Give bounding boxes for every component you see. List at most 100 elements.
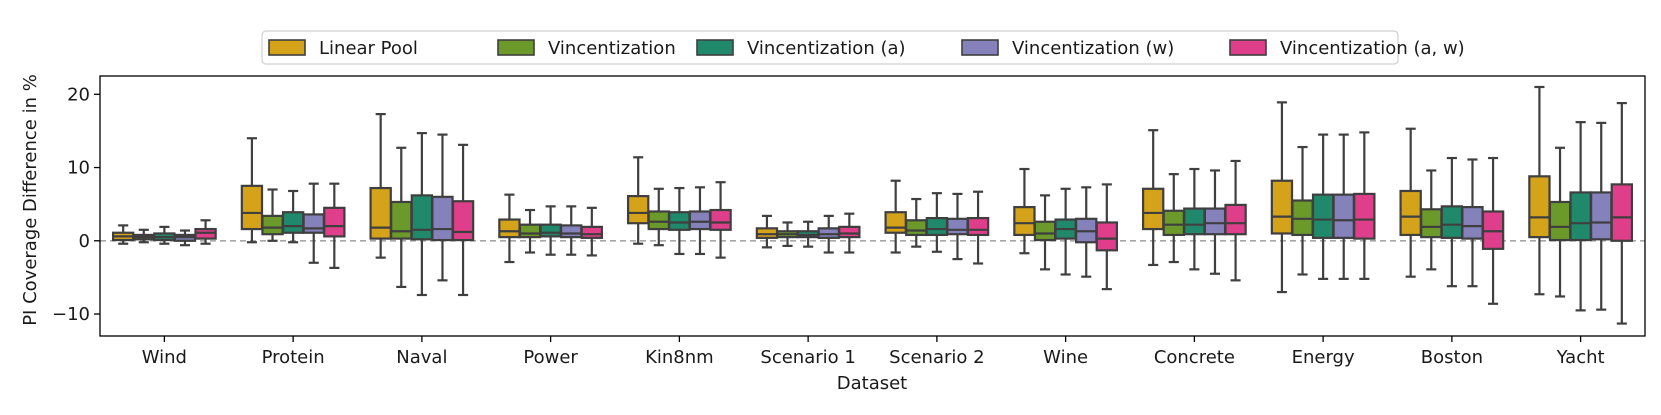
box-rect [1569, 191, 1592, 242]
legend-swatch [268, 39, 306, 56]
box-rect [838, 225, 861, 239]
box-7-3 [1075, 186, 1098, 278]
box-rect [1033, 220, 1057, 242]
box-rect [1095, 221, 1119, 252]
box-rect [1528, 175, 1551, 239]
box-9-4 [1353, 131, 1376, 280]
box-10-0 [1399, 127, 1422, 278]
box-rect [1548, 200, 1572, 242]
box-rect [390, 200, 413, 240]
box-6-4 [966, 190, 990, 265]
box-1-3 [302, 182, 325, 264]
box-4-3 [688, 186, 712, 256]
y-axis-label: PI Coverage Difference in % [20, 74, 41, 326]
box-10-2 [1440, 156, 1464, 288]
plot-frame [99, 75, 1646, 337]
category-group-energy [1270, 101, 1376, 294]
y-tick-label: −10 [52, 304, 90, 325]
x-tick-label: Concrete [1154, 347, 1235, 368]
legend-label: Vincentization [548, 38, 676, 59]
box-6-0 [884, 179, 907, 254]
box-9-3 [1332, 133, 1355, 280]
box-4-1 [647, 187, 670, 247]
box-3-1 [518, 208, 542, 254]
box-rect [626, 195, 650, 225]
x-tick-label: Protein [262, 347, 325, 368]
box-3-4 [580, 206, 604, 257]
box-6-3 [946, 192, 969, 261]
box-9-1 [1291, 145, 1314, 276]
box-rect [1420, 208, 1443, 239]
box-5-1 [776, 221, 799, 248]
category-group-boston [1399, 127, 1505, 305]
box-2-3 [431, 133, 454, 282]
box-11-0 [1528, 85, 1551, 296]
category-group-wind [111, 219, 217, 247]
legend-label: Vincentization (a, w) [1280, 38, 1465, 59]
box-10-1 [1420, 169, 1443, 271]
box-4-4 [709, 181, 732, 259]
box-6-2 [925, 192, 949, 253]
box-1-2 [281, 189, 305, 244]
box-rect [1311, 193, 1335, 239]
x-tick-label: Scenario 2 [889, 347, 984, 368]
box-7-4 [1095, 183, 1119, 291]
box-0-0 [111, 224, 135, 245]
box-5-0 [755, 214, 779, 249]
category-group-scenario-2 [884, 179, 990, 265]
box-11-1 [1548, 146, 1572, 298]
box-0-3 [173, 229, 197, 247]
x-tick-label: Energy [1292, 347, 1355, 368]
box-rect [369, 186, 392, 240]
legend-swatch [497, 39, 535, 56]
category-group-power [498, 193, 604, 264]
box-rect [1013, 205, 1036, 237]
box-6-1 [905, 197, 928, 248]
box-rect [518, 223, 542, 239]
box-rect [539, 223, 562, 238]
box-rect [946, 217, 969, 236]
box-rect [498, 218, 521, 239]
box-rect [966, 216, 990, 237]
legend-swatch [696, 39, 734, 56]
box-rect [709, 208, 732, 231]
box-7-1 [1033, 194, 1057, 271]
box-rect [1399, 189, 1422, 237]
box-rect [668, 211, 691, 231]
box-11-2 [1569, 121, 1592, 312]
box-0-4 [194, 219, 217, 245]
box-2-4 [451, 143, 475, 297]
legend: Linear Pool Vincentization Vincentization … [261, 30, 1465, 65]
legend-label: Vincentization (a) [747, 38, 906, 59]
box-rect [240, 184, 264, 231]
box-2-1 [390, 146, 413, 289]
box-rect [1203, 207, 1227, 236]
box-3-2 [539, 205, 562, 256]
box-10-4 [1481, 156, 1505, 305]
box-rect [1162, 209, 1185, 237]
box-9-0 [1270, 101, 1294, 294]
box-10-3 [1461, 158, 1484, 288]
box-rect [1270, 179, 1294, 235]
category-group-naval [369, 112, 475, 297]
box-rect [323, 206, 346, 238]
legend-swatch [1229, 39, 1267, 56]
x-tick-label: Power [523, 347, 578, 368]
y-tick-label: 20 [67, 84, 90, 105]
category-group-concrete [1141, 129, 1247, 282]
box-rect [451, 200, 475, 242]
box-rect [1353, 192, 1376, 240]
box-rect [647, 210, 670, 231]
box-rect [1332, 193, 1355, 239]
box-rect [925, 216, 949, 237]
category-group-kin8nm [626, 156, 732, 259]
box-rect [1141, 187, 1165, 231]
box-11-3 [1590, 121, 1613, 311]
box-rect [1224, 203, 1247, 236]
x-tick-label: Kin8nm [645, 347, 714, 368]
category-group-yacht [1528, 85, 1634, 325]
box-4-0 [626, 156, 650, 245]
y-tick-label: 10 [67, 158, 90, 179]
legend-label: Linear Pool [319, 38, 418, 59]
